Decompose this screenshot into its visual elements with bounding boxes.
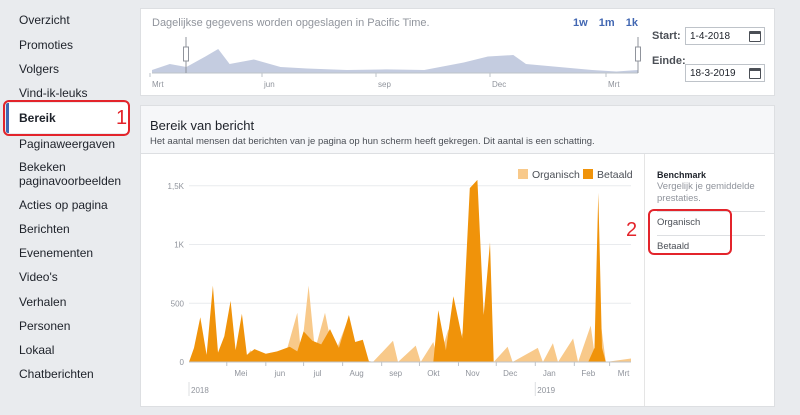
- x-tick-label: Mrt: [618, 369, 630, 378]
- mini-timeline-area: [152, 49, 638, 73]
- benchmark-subtitle: Vergelijk je gemiddelde prestaties.: [657, 181, 755, 204]
- zoom-1k-button[interactable]: 1k: [625, 17, 638, 29]
- x-tick-label: Dec: [503, 369, 517, 378]
- start-label: Start:: [652, 30, 681, 42]
- reach-header: Bereik van bericht Het aantal mensen dat…: [141, 106, 774, 154]
- zoom-links: 1w 1m 1k: [565, 17, 638, 29]
- mini-month-label: Mrt: [152, 80, 164, 89]
- sidebar-item-lokaal[interactable]: Lokaal: [19, 343, 55, 357]
- benchmark-title: Benchmark: [657, 170, 707, 180]
- sidebar-item-bereik[interactable]: Bereik: [6, 103, 129, 133]
- series-area-betaald[interactable]: [189, 179, 606, 362]
- sidebar-item-paginavoorbeelden[interactable]: Bekeken paginavoorbeelden: [19, 160, 122, 188]
- calendar-icon[interactable]: [749, 31, 761, 42]
- range-end-handle[interactable]: [635, 46, 641, 62]
- calendar-icon[interactable]: [749, 68, 761, 79]
- legend-label-betaald: Betaald: [597, 169, 633, 181]
- start-date-field[interactable]: 1-4-2018: [685, 27, 765, 45]
- sidebar-item-personen[interactable]: Personen: [19, 319, 71, 333]
- reach-subtitle: Het aantal mensen dat berichten van je p…: [150, 136, 595, 147]
- benchmark-option-betaald[interactable]: Betaald: [657, 235, 765, 257]
- year-label: 2018: [191, 386, 209, 395]
- y-tick-label: 500: [171, 299, 185, 308]
- x-tick-label: Jan: [543, 369, 556, 378]
- legend-swatch-organisch: [518, 169, 528, 179]
- end-date-field[interactable]: 18-3-2019: [685, 64, 765, 82]
- end-label: Einde:: [652, 55, 686, 67]
- mini-month-label: sep: [378, 80, 391, 89]
- sidebar-item-promoties[interactable]: Promoties: [19, 38, 74, 52]
- x-tick-label: jul: [313, 369, 322, 378]
- x-tick-label: Feb: [581, 369, 595, 378]
- sidebar-item-acties[interactable]: Acties op pagina: [19, 198, 108, 212]
- annotation-box-1: [3, 100, 130, 136]
- annotation-box-2: [648, 209, 732, 255]
- zoom-1m-button[interactable]: 1m: [598, 17, 615, 29]
- sidebar-item-vind-ik-leuks[interactable]: Vind-ik-leuks: [19, 86, 88, 100]
- sidebar-item-overzicht[interactable]: Overzicht: [19, 13, 70, 27]
- sidebar-item-chatberichten[interactable]: Chatberichten: [19, 367, 94, 381]
- timezone-note: Dagelijkse gegevens worden opgeslagen in…: [152, 17, 430, 29]
- sidebar-item-volgers[interactable]: Volgers: [19, 62, 60, 76]
- mini-timeline-chart[interactable]: Mrt jun sep Dec Mrt: [146, 37, 646, 93]
- x-tick-label: Okt: [427, 369, 440, 378]
- y-tick-label: 1K: [174, 241, 184, 250]
- annotation-number-1: 1: [116, 107, 128, 129]
- reach-chart: 0 500 1K 1,5K Mei jun jul Aug sep Okt Nov Dec Jan Feb…: [168, 179, 631, 396]
- x-tick-label: sep: [389, 369, 402, 378]
- sidebar-nav: Overzicht Promoties Volgers Vind-ik-leuk…: [0, 0, 135, 415]
- legend-label-organisch: Organisch: [532, 169, 580, 181]
- x-tick-label: Mei: [234, 369, 247, 378]
- series-area-organisch[interactable]: [189, 285, 631, 362]
- range-start-handle[interactable]: [183, 46, 189, 62]
- x-tick-label: Aug: [350, 369, 364, 378]
- legend-organisch[interactable]: Organisch: [518, 169, 580, 181]
- timeline-panel: Dagelijkse gegevens worden opgeslagen in…: [140, 8, 775, 96]
- benchmark-panel: Benchmark Vergelijk je gemiddelde presta…: [644, 154, 774, 406]
- mini-month-label: Dec: [492, 80, 506, 89]
- annotation-number-2: 2: [626, 219, 638, 241]
- sidebar-item-berichten[interactable]: Berichten: [19, 222, 70, 236]
- zoom-1w-button[interactable]: 1w: [573, 17, 588, 29]
- start-date-value: 1-4-2018: [690, 31, 731, 42]
- reach-panel: Bereik van bericht Het aantal mensen dat…: [140, 105, 775, 407]
- mini-month-label: jun: [263, 80, 275, 89]
- y-tick-label: 0: [180, 358, 185, 367]
- end-date-value: 18-3-2019: [690, 68, 736, 79]
- legend-betaald[interactable]: Betaald: [583, 169, 633, 181]
- sidebar-item-verhalen[interactable]: Verhalen: [19, 295, 67, 309]
- sidebar-item-paginaweergaven[interactable]: Paginaweergaven: [19, 137, 116, 151]
- sidebar-item-evenementen[interactable]: Evenementen: [19, 246, 94, 260]
- year-label: 2019: [537, 386, 555, 395]
- x-tick-label: Nov: [465, 369, 479, 378]
- sidebar-item-videos[interactable]: Video's: [19, 270, 58, 284]
- legend-swatch-betaald: [583, 169, 593, 179]
- reach-title: Bereik van bericht: [150, 118, 255, 133]
- x-tick-label: jun: [273, 369, 285, 378]
- mini-month-label: Mrt: [608, 80, 620, 89]
- y-tick-label: 1,5K: [168, 182, 185, 191]
- benchmark-option-organisch[interactable]: Organisch: [657, 211, 765, 233]
